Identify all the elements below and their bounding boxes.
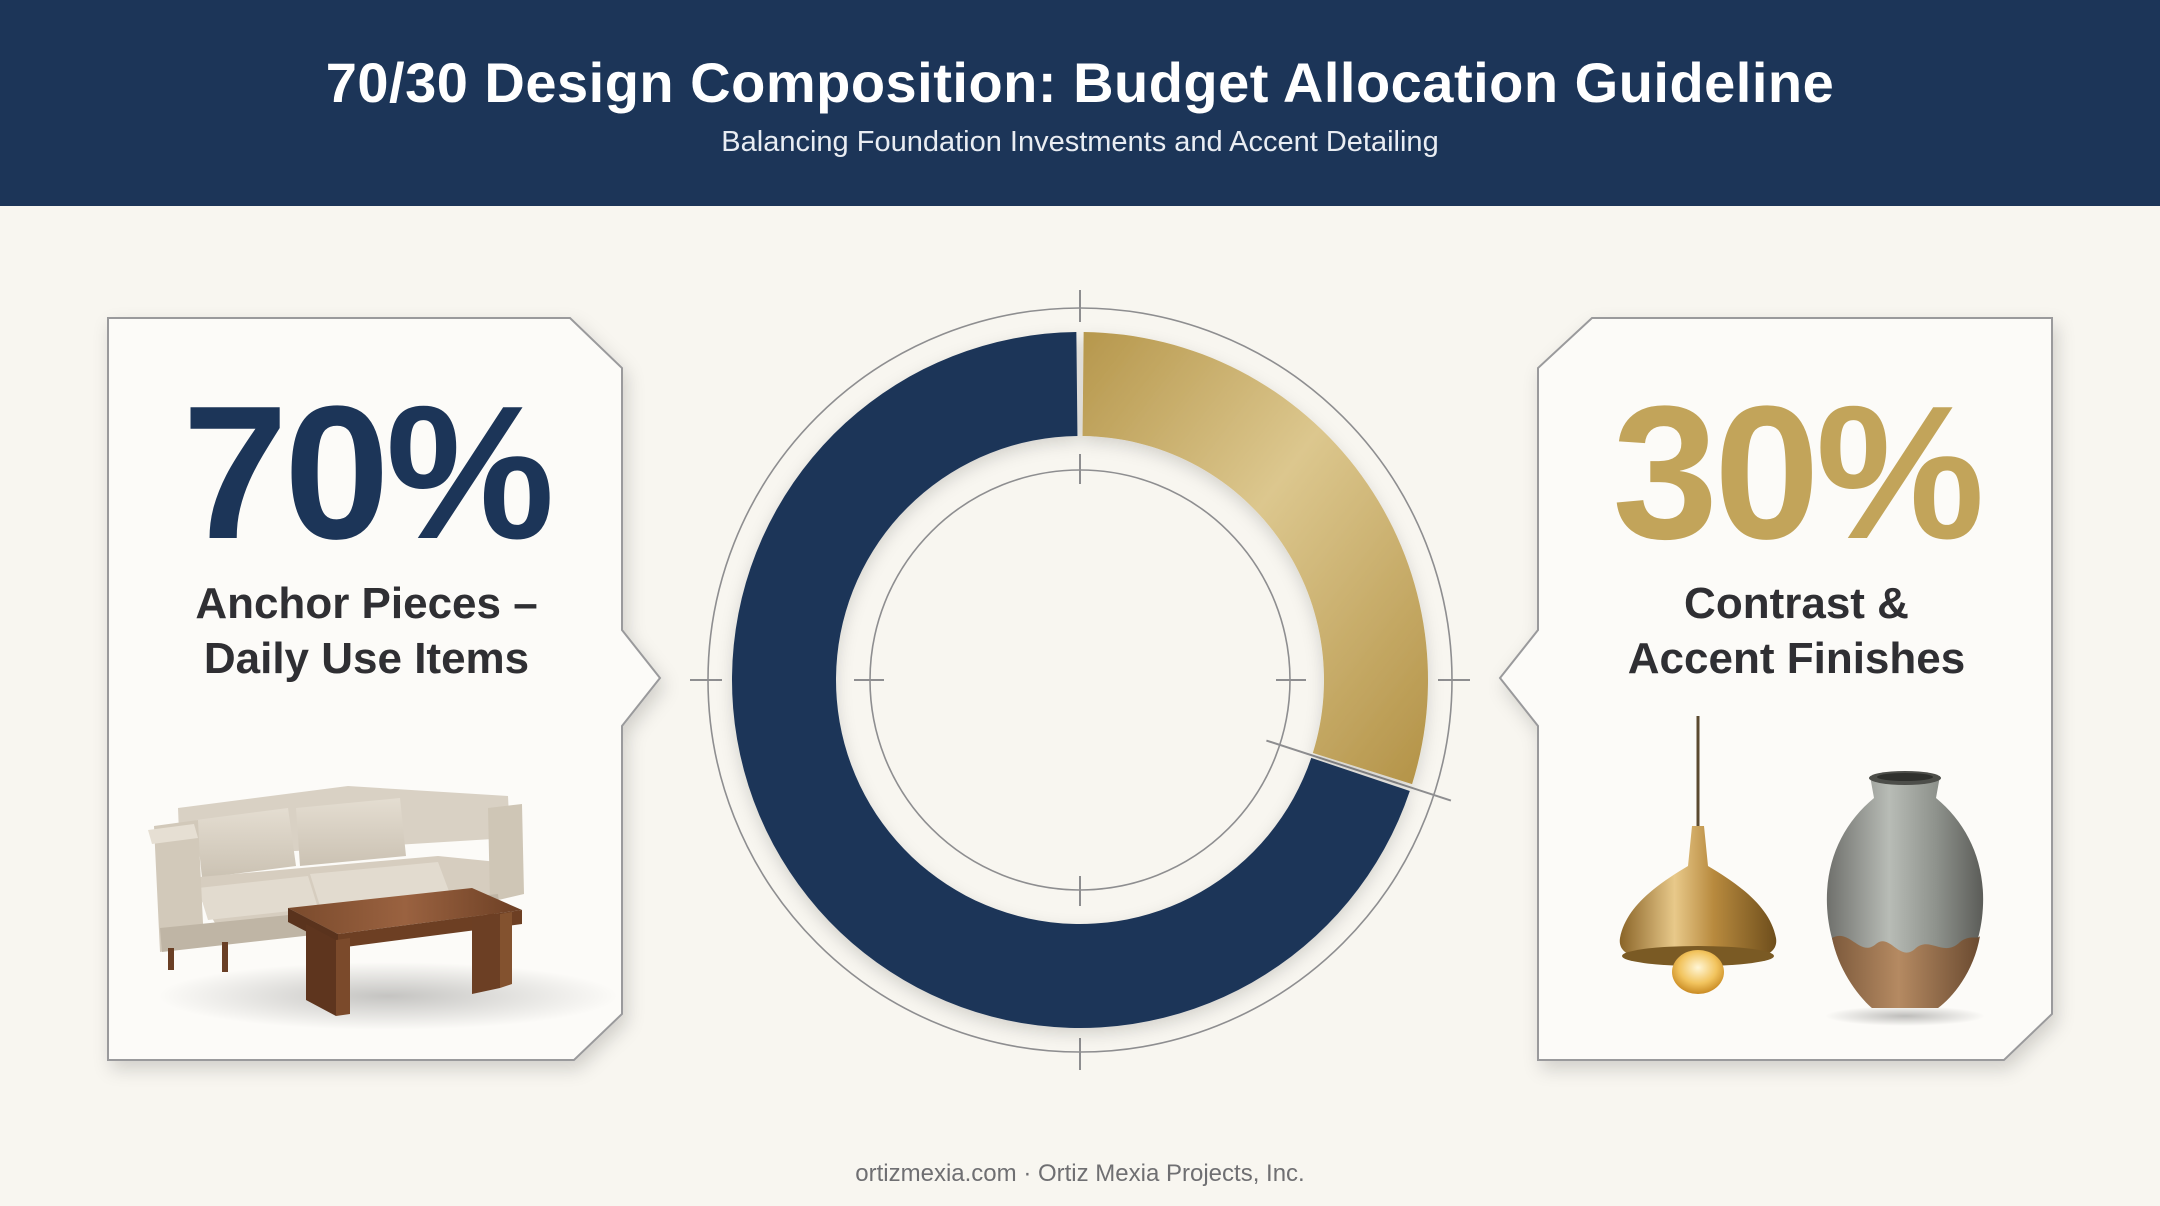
sofa-and-coffee-table-icon [148,786,618,1030]
inner-guide-ring [869,469,1291,891]
anchor-label-line2: Daily Use Items [203,634,530,683]
page-title: 70/30 Design Composition: Budget Allocat… [325,51,1835,114]
anchor-label: Anchor Pieces – Daily Use Items [128,576,605,686]
accent-percent: 30% [1612,367,1984,579]
ceramic-vase-icon [1825,771,1985,1026]
accent-finishes-panel: 30% Contrast & Accent Finishes [1498,317,2055,1062]
accent-label: Contrast & Accent Finishes [1558,576,2035,686]
donut-guide-lines [690,290,1470,1070]
footer-credit: ortizmexia.com · Ortiz Mexia Projects, I… [855,1160,1305,1187]
anchor-percent: 70% [182,367,554,579]
pendant-lamp-icon [1619,716,1777,994]
donut-chart-svg [690,290,1470,1070]
page-subtitle: Balancing Foundation Investments and Acc… [721,126,1439,158]
anchor-pieces-panel: 70% Anchor Pieces – Daily Use Items [107,317,662,1062]
donut-slice-accent [1082,332,1428,785]
anchor-label-line1: Anchor Pieces – [195,579,538,628]
donut-slice-anchor [732,332,1410,1029]
donut-chart [690,290,1470,1070]
header-banner: 70/30 Design Composition: Budget Allocat… [0,0,2160,206]
accent-label-line2: Accent Finishes [1627,634,1966,683]
accent-label-line1: Contrast & [1684,579,1909,628]
slice-boundary-tick [1266,739,1452,802]
